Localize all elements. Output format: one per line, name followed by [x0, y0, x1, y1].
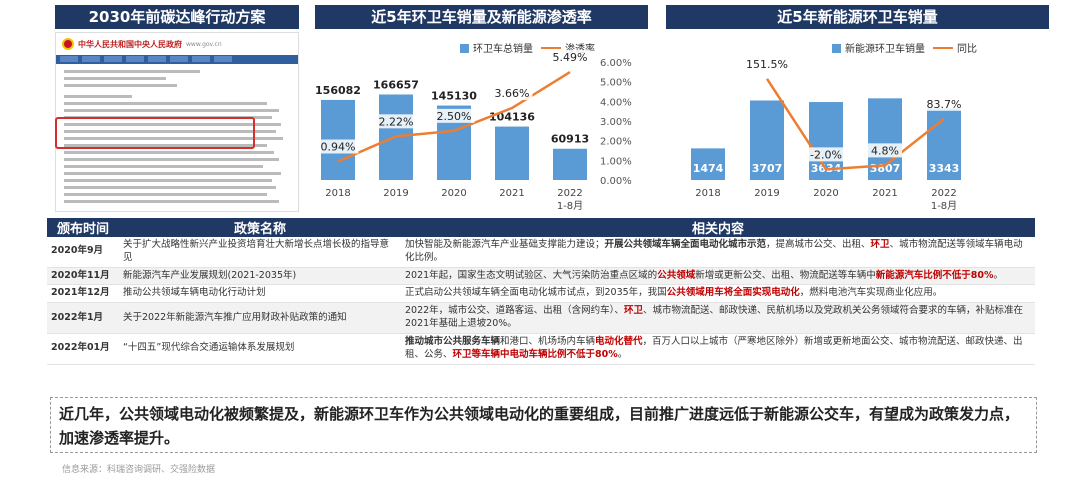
line-data-label: 2.22% [379, 115, 414, 128]
bar-data-label: 166657 [373, 78, 419, 91]
row-content: 正式启动公共领域车辆全面电动化城市试点，到2035年，我国公共领域用车将全面实现… [401, 284, 1035, 304]
bar-data-label: 3707 [752, 162, 783, 175]
bar [691, 148, 725, 180]
bar-data-label: 156082 [315, 84, 361, 97]
row-policy-name: “十四五”现代综合交通运输体系发展规划 [119, 333, 401, 365]
x-tick-label: 2021 [872, 188, 897, 199]
x-tick-label: 2020 [441, 188, 466, 199]
y2-tick-label: 3.00% [600, 117, 632, 128]
policy-table: 颁布时间 政策名称 相关内容 2020年9月 关于扩大战略性新兴产业投资培育壮大新… [47, 218, 1035, 365]
row-date: 2021年12月 [47, 284, 119, 304]
doc-site-url: www.gov.cn [186, 40, 222, 48]
y2-tick-label: 0.00% [600, 176, 632, 187]
x-tick-label: 2018 [695, 188, 720, 199]
row-content: 加快智能及新能源汽车产业基础支撑能力建设；开展公共领域车辆全面电动化城市示范，提… [401, 237, 1035, 268]
national-emblem-icon [62, 38, 74, 50]
series-line [765, 78, 945, 171]
row-content: 2021年起，国家生态文明试验区、大气污染防治重点区域的公共领域新增或更新公交、… [401, 267, 1035, 286]
x-tick-label: 2021 [499, 188, 524, 199]
table-row: 2020年11月 新能源汽车产业发展规划(2021-2035年) 2021年起，国家… [47, 267, 1035, 286]
row-date: 2020年11月 [47, 267, 119, 286]
y2-tick-label: 4.00% [600, 97, 632, 108]
line-data-label: 5.49% [553, 51, 588, 64]
table-row: 2022年01月 “十四五”现代综合交通运输体系发展规划 推动城市公共服务车辆和港口… [47, 333, 1035, 365]
row-date: 2020年9月 [47, 237, 119, 268]
x-tick-label: 1-8月 [931, 200, 957, 212]
table-row: 2020年9月 关于扩大战略性新兴产业投资培育壮大新增长点增长极的指导意见 加快智能… [47, 237, 1035, 268]
summary-text: 近几年，公共领域电动化被频繁提及，新能源环卫车作为公共领域电动化的重要组成，目前… [50, 397, 1037, 453]
line-data-label: 4.8% [871, 144, 899, 157]
header-policy-name: 政策名称 [119, 218, 401, 237]
row-policy-name: 新能源汽车产业发展规划(2021-2035年) [119, 267, 401, 286]
doc-site-name: 中华人民共和国中央人民政府 [78, 39, 182, 49]
row-content: 2022年，城市公交、道路客运、出租（含网约车）、环卫、城市物流配送、邮政快递、… [401, 302, 1035, 334]
source-note: 信息来源：科瑞咨询调研、交强险数据 [62, 465, 216, 475]
bar-data-label: 1474 [693, 162, 724, 175]
legend-bar-label: 新能源环卫车销量 [845, 42, 925, 55]
y2-tick-label: 1.00% [600, 156, 632, 167]
x-tick-label: 2019 [383, 188, 408, 199]
bar-data-label: 60913 [551, 133, 589, 146]
line-data-label: 3.66% [495, 87, 530, 100]
y2-tick-label: 2.00% [600, 137, 632, 148]
row-policy-name: 推动公共领域车辆电动化行动计划 [119, 284, 401, 304]
x-tick-label: 2022 [557, 188, 582, 199]
row-date: 2022年01月 [47, 333, 119, 365]
bar [553, 148, 587, 180]
row-date: 2022年1月 [47, 302, 119, 334]
line-data-label: 2.50% [437, 110, 472, 123]
line-label-bg [868, 143, 902, 158]
line-label-bg [491, 86, 533, 101]
policy-document-thumbnail: 中华人民共和国中央人民政府 www.gov.cn [55, 32, 299, 212]
x-tick-label: 1-8月 [557, 200, 583, 212]
header-date: 颁布时间 [47, 218, 119, 237]
sanitation-vehicle-sales-chart: 环卫车总销量 渗透率0.00%1.00%2.00%3.00%4.00%5.00%6… [315, 42, 632, 212]
line-label-bg [923, 96, 965, 111]
y2-tick-label: 5.00% [600, 78, 632, 89]
x-tick-label: 2018 [325, 188, 350, 199]
line-data-label: 0.94% [321, 141, 356, 154]
x-tick-label: 2020 [813, 188, 838, 199]
new-energy-sanitation-sales-chart: 新能源环卫车销量 同比147420183707201936342020380720… [691, 42, 977, 212]
y2-tick-label: 6.00% [600, 58, 632, 69]
row-content: 推动城市公共服务车辆和港口、机场场内车辆电动化替代，百万人口以上城市（严寒地区除… [401, 333, 1035, 365]
header-content: 相关内容 [401, 218, 1035, 237]
line-label-bg [375, 114, 417, 129]
line-label-bg [317, 139, 359, 154]
bar-data-label: 104136 [489, 111, 535, 124]
legend-line-label: 同比 [957, 43, 977, 55]
table-row: 2021年12月 推动公共领域车辆电动化行动计划 正式启动公共领域车辆全面电动化城市… [47, 284, 1035, 304]
legend-bar-label: 环卫车总销量 [473, 42, 533, 55]
line-label-bg [549, 50, 591, 65]
bar [809, 102, 843, 180]
bar-data-label: 3343 [929, 162, 960, 175]
table-row: 2022年1月 关于2022年新能源汽车推广应用财政补贴政策的通知 2022年，城市… [47, 302, 1035, 334]
bar [495, 126, 529, 180]
x-tick-label: 2019 [754, 188, 779, 199]
right-chart-title: 近5年新能源环卫车销量 [666, 5, 1049, 29]
middle-chart-title: 近5年环卫车销量及新能源渗透率 [315, 5, 648, 29]
line-data-label: -2.0% [810, 148, 842, 161]
line-data-label: 151.5% [746, 58, 788, 71]
row-policy-name: 关于2022年新能源汽车推广应用财政补贴政策的通知 [119, 302, 401, 334]
doc-nav-bar [56, 55, 298, 64]
x-tick-label: 2022 [931, 188, 956, 199]
doc-text-lines [56, 64, 298, 211]
line-label-bg [805, 147, 847, 162]
bar-data-label: 145130 [431, 90, 477, 103]
legend-bar-swatch [460, 44, 469, 53]
bar [750, 100, 784, 180]
legend-bar-swatch [832, 44, 841, 53]
line-label-bg [433, 108, 475, 123]
line-data-label: 83.7% [927, 98, 962, 111]
left-panel-title: 2030年前碳达峰行动方案 [55, 5, 299, 29]
row-policy-name: 关于扩大战略性新兴产业投资培育壮大新增长点增长极的指导意见 [119, 237, 401, 268]
line-label-bg [743, 56, 791, 71]
